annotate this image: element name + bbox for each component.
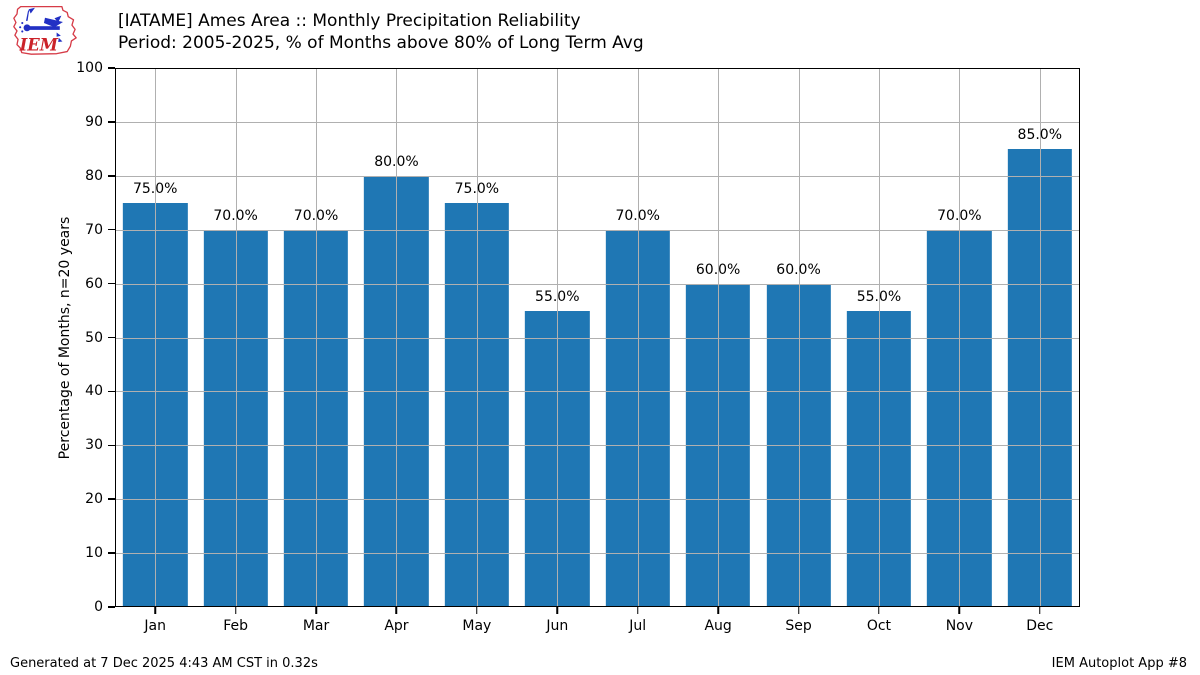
logo-iem-text: IEM	[19, 35, 59, 54]
x-tick-mark	[395, 607, 398, 614]
y-gridline	[115, 553, 1080, 555]
y-tick-label: 10	[85, 545, 103, 562]
y-tick-label: 50	[85, 329, 103, 346]
bar-value-label: 60.0%	[695, 261, 741, 278]
x-gridline	[235, 68, 237, 607]
x-gridline	[476, 68, 478, 607]
x-tick-label: Feb	[223, 618, 249, 634]
x-tick-mark	[1039, 607, 1041, 614]
x-tick-mark	[234, 607, 237, 614]
x-gridline	[155, 68, 157, 607]
x-tick-label: Mar	[302, 618, 330, 634]
y-gridline	[115, 499, 1080, 501]
footer-app-text: IEM Autoplot App #8	[1051, 656, 1187, 671]
x-tick-label: Dec	[1026, 618, 1054, 634]
y-gridline	[115, 283, 1080, 285]
x-gridline	[798, 68, 800, 607]
x-tick-mark	[636, 607, 639, 614]
y-gridline	[115, 445, 1080, 447]
bar-value-label: 85.0%	[1017, 126, 1063, 143]
y-tick-mark	[108, 444, 115, 447]
iowa-outline-icon	[13, 5, 77, 55]
x-tick-mark	[797, 607, 800, 614]
y-gridline	[115, 175, 1080, 177]
bar-value-label: 70.0%	[615, 207, 660, 224]
x-tick-label: Apr	[384, 618, 409, 634]
x-tick-label: Sep	[785, 618, 812, 634]
x-tick-mark	[476, 607, 478, 614]
bar-value-label: 75.0%	[132, 180, 178, 197]
y-tick-label: 40	[85, 383, 103, 400]
weather-vane-icon	[19, 7, 63, 43]
y-tick-mark	[108, 121, 115, 123]
bar-value-label: 55.0%	[856, 288, 902, 305]
x-tick-label: Oct	[866, 618, 892, 634]
y-tick-label: 60	[85, 275, 103, 292]
x-tick-mark	[556, 607, 559, 614]
y-axis-title: Percentage of Months, n=20 years	[57, 216, 73, 459]
x-tick-mark	[717, 607, 719, 614]
x-tick-label: Jul	[629, 618, 647, 634]
y-tick-label: 0	[94, 599, 103, 615]
bar-value-label: 55.0%	[535, 288, 580, 305]
y-tick-mark	[108, 175, 115, 177]
plot-area: Percentage of Months, n=20 years 0 10 20 30…	[57, 61, 1080, 633]
x-tick-label: Aug	[704, 618, 732, 634]
x-tick-label: May	[462, 618, 492, 634]
y-tick-label: 20	[85, 491, 103, 508]
y-tick-label: 100	[76, 60, 103, 76]
chart-subtitle: Period: 2005-2025, % of Months above 80%…	[118, 33, 644, 53]
y-tick-mark	[108, 282, 115, 285]
x-gridline	[959, 68, 961, 607]
x-tick-label: Jan	[144, 618, 166, 634]
bar-value-label: 80.0%	[374, 153, 419, 170]
y-tick-mark	[108, 498, 115, 500]
y-tick-mark	[108, 67, 115, 69]
chart-title: [IATAME] Ames Area :: Monthly Precipitat…	[118, 11, 581, 31]
y-tick-label: 90	[85, 113, 103, 130]
x-gridline	[316, 68, 318, 607]
footer-generated-text: Generated at 7 Dec 2025 4:43 AM CST in 0…	[10, 656, 318, 671]
y-gridline	[115, 337, 1080, 339]
y-tick-mark	[108, 336, 115, 339]
y-tick-mark	[108, 606, 115, 608]
y-gridline	[115, 121, 1080, 123]
y-tick-label: 30	[85, 437, 103, 454]
y-tick-mark	[108, 228, 115, 231]
bar-value-label: 75.0%	[454, 180, 500, 197]
x-tick-mark	[958, 607, 961, 614]
bar-value-label: 70.0%	[213, 207, 258, 224]
y-gridline	[115, 391, 1080, 393]
x-tick-mark	[315, 607, 317, 614]
bar-value-label: 70.0%	[293, 207, 339, 224]
x-tick-label: Jun	[546, 618, 569, 634]
y-tick-mark	[108, 552, 115, 554]
x-gridline	[557, 68, 559, 607]
y-gridline	[115, 229, 1080, 231]
y-tick-label: 70	[85, 221, 103, 238]
y-tick-label: 80	[85, 167, 103, 184]
x-tick-mark	[878, 607, 880, 614]
x-gridline	[878, 68, 880, 607]
x-gridline	[1039, 68, 1041, 607]
y-tick-mark	[108, 390, 115, 393]
x-gridline	[718, 68, 720, 607]
x-tick-mark	[154, 607, 156, 614]
chart-title-block: [IATAME] Ames Area :: Monthly Precipitat…	[118, 10, 644, 54]
x-tick-label: Nov	[945, 618, 974, 634]
x-gridline	[637, 68, 639, 607]
bar-value-label: 70.0%	[937, 207, 982, 224]
bar-value-label: 60.0%	[776, 261, 821, 278]
x-gridline	[396, 68, 398, 607]
iem-logo: IEM	[13, 5, 77, 55]
